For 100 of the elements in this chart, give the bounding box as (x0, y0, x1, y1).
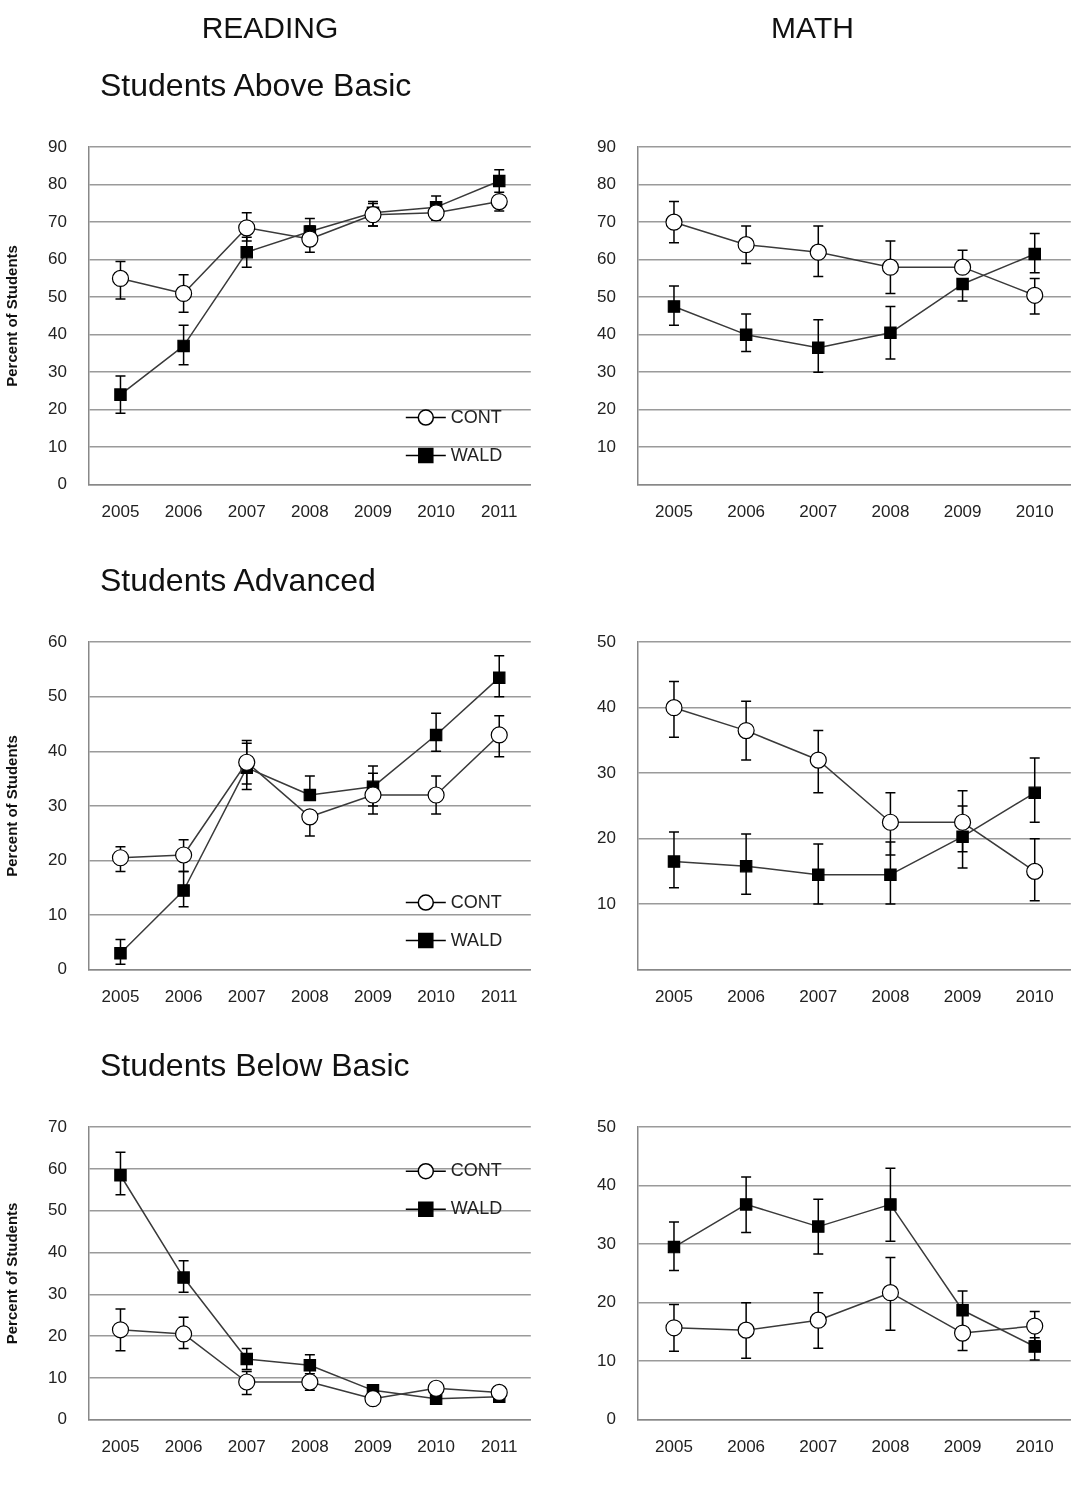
point (429, 728, 443, 742)
x-tick-label: 2010 (1015, 502, 1054, 522)
point (490, 726, 508, 744)
y-tick-label: 30 (47, 795, 67, 815)
point (111, 849, 130, 867)
point (737, 1321, 755, 1339)
y-tick-label: 70 (47, 1116, 67, 1136)
y-tick-label: 60 (47, 631, 67, 651)
legend-label: WALD (450, 929, 503, 950)
point (739, 328, 753, 341)
y-tick-label: 60 (596, 249, 616, 269)
chart-title: Students Below Basic (99, 1046, 411, 1085)
x-tick-label: 2006 (727, 987, 766, 1007)
point (490, 1383, 508, 1402)
x-tick-label: 2008 (871, 987, 910, 1007)
y-tick-label: 20 (596, 828, 616, 848)
point (238, 753, 256, 771)
point (301, 230, 319, 248)
y-tick-label: 50 (47, 286, 67, 306)
x-tick-label: 2010 (417, 1437, 456, 1457)
chart-subtitle: Students Above Basic (99, 66, 413, 105)
legend-label: CONT (450, 406, 502, 427)
point (881, 813, 900, 831)
point (737, 722, 755, 740)
point (953, 258, 972, 276)
point (303, 1359, 317, 1372)
point (175, 846, 193, 864)
point (881, 1284, 900, 1302)
point (1026, 286, 1044, 304)
point (114, 388, 127, 401)
x-tick-label: 2010 (417, 502, 456, 522)
x-tick-label: 2010 (1015, 1437, 1054, 1457)
point (427, 786, 445, 804)
legend-label: WALD (450, 1198, 503, 1219)
point (175, 1325, 193, 1343)
y-tick-label: 30 (596, 1233, 616, 1253)
point (884, 1198, 897, 1211)
x-tick-label: 2009 (943, 502, 982, 522)
point (177, 339, 190, 353)
x-tick-label: 2008 (290, 1437, 329, 1457)
x-tick-label: 2006 (164, 502, 203, 522)
point (114, 946, 127, 960)
y-tick-label: 20 (47, 1325, 67, 1345)
x-tick-label: 2009 (354, 987, 392, 1007)
y-tick-label: 60 (47, 249, 67, 269)
y-tick-label: 50 (596, 1116, 616, 1136)
point (953, 813, 972, 831)
point (737, 236, 755, 254)
x-tick-label: 2007 (799, 1437, 838, 1457)
point (884, 868, 897, 881)
point (1028, 786, 1041, 800)
x-tick-label: 2005 (101, 987, 140, 1007)
point (665, 1319, 683, 1337)
y-tick-label: 50 (596, 286, 616, 306)
y-tick-label: 10 (47, 1367, 67, 1387)
x-tick-label: 2011 (480, 502, 518, 522)
x-tick-label: 2009 (943, 987, 982, 1007)
y-tick-label: 30 (47, 1283, 67, 1303)
point (667, 300, 681, 313)
y-axis-title: Percent of Students (3, 735, 21, 877)
point (665, 699, 683, 717)
point (303, 788, 317, 802)
point (177, 884, 190, 897)
x-tick-label: 2005 (655, 502, 693, 522)
point (1026, 1317, 1044, 1335)
point (111, 1321, 130, 1339)
point (1028, 247, 1041, 261)
y-tick-label: 80 (596, 174, 616, 194)
point (111, 269, 130, 288)
point (812, 868, 825, 881)
x-tick-label: 2007 (799, 502, 838, 522)
y-axis-title: Percent of Students (3, 245, 21, 387)
point (812, 1220, 825, 1233)
y-tick-label: 40 (596, 1175, 616, 1195)
y-tick-label: 70 (596, 211, 616, 231)
point (881, 258, 900, 276)
x-tick-label: 2005 (101, 502, 140, 522)
point (884, 326, 897, 340)
x-tick-label: 2006 (164, 1437, 203, 1457)
point (739, 1198, 753, 1211)
x-tick-label: 2011 (480, 1437, 518, 1457)
x-tick-label: 2005 (655, 987, 693, 1007)
y-tick-label: 30 (596, 361, 616, 381)
y-tick-label: 40 (47, 741, 67, 761)
y-tick-label: 50 (47, 1200, 67, 1220)
point (364, 1390, 382, 1408)
y-tick-label: 20 (596, 399, 616, 419)
x-tick-label: 2007 (799, 987, 838, 1007)
chart-title: Students Advanced (99, 561, 377, 600)
y-tick-label: 70 (47, 211, 67, 231)
y-tick-label: 90 (47, 136, 67, 156)
chart-title: MATH (770, 10, 855, 46)
x-tick-label: 2005 (655, 1437, 693, 1457)
x-tick-label: 2007 (227, 987, 266, 1007)
point (956, 830, 969, 843)
x-tick-label: 2008 (871, 1437, 910, 1457)
y-tick-label: 20 (47, 399, 67, 419)
point (809, 243, 827, 261)
legend-label: WALD (450, 444, 503, 465)
point (809, 751, 827, 769)
